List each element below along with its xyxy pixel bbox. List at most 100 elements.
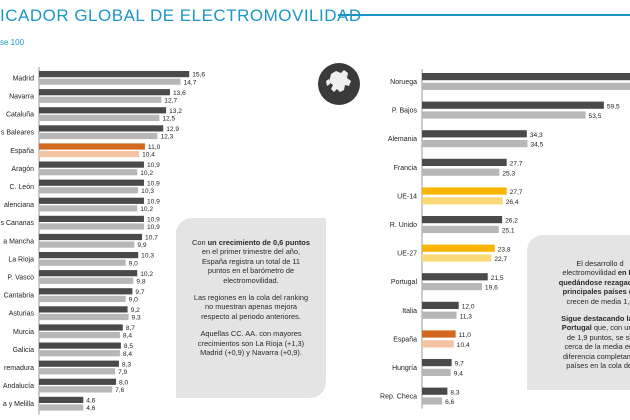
bar-previous [39,350,120,357]
bar-current [422,101,604,109]
page-subtitle: se 100 [0,38,25,47]
bar-current [39,288,133,295]
bar-current [39,396,84,403]
note-text: países en la cola del [566,361,630,371]
bar-previous [422,225,499,233]
note-text: Con [192,238,208,247]
bar-category-label: remadura [4,365,34,372]
bar-previous [39,277,134,284]
bar-value-previous: 12,3 [160,134,173,141]
bar-value-previous: 26,4 [506,199,519,206]
bar-value-previous: 9,8 [136,278,145,285]
bar-current [39,161,144,168]
bar-current [422,387,448,395]
europe-map-icon [318,63,360,105]
bar-value-previous: 9,9 [137,242,146,249]
bar-category-label: Noruega [390,79,417,86]
bar-current [422,73,630,81]
bar-value-current: 10,9 [147,217,160,224]
bar-current [39,252,139,259]
note-right-paragraph-2: Sigue destacando la ePortugal que, con u… [547,314,630,370]
bar-previous [39,151,140,158]
bar-value-current: 10,9 [147,198,160,205]
bar-value-current: 13,2 [169,108,182,115]
bar-current [422,216,503,224]
bar-previous [39,386,113,393]
bar-value-previous: 12,7 [164,97,177,104]
bar-current [39,179,144,186]
bar-previous [39,205,138,212]
bar-current [39,89,170,96]
bar-value-previous: 10,4 [142,152,155,159]
bar-previous [39,295,126,302]
bar-current [422,130,527,138]
bar-previous [422,111,586,119]
bar-current [422,273,488,281]
bar-value-current: 8,3 [450,389,459,396]
bar-current [39,324,123,331]
bar-value-previous: 19,6 [485,285,498,292]
bar-value-current: 23,8 [498,246,511,253]
bar-category-label: Galicia [13,347,35,354]
bar-category-label: P. Bajos [392,108,418,115]
bar-value-current: 27,7 [510,189,523,196]
bar-previous [422,168,500,176]
bar-current [422,359,452,367]
bar-previous [422,82,630,90]
bar-previous [39,368,116,375]
bar-value-current: 8,5 [124,343,133,350]
bar-value-previous: 9,4 [454,371,463,378]
bar-current [39,233,143,241]
bar-current [39,306,128,313]
bar-previous [422,283,482,291]
bar-category-label: Murcia [13,329,34,336]
bar-category-label: Italia [402,308,417,315]
note-highlight: principales países de [562,287,630,297]
bar-value-previous: 10,2 [140,170,153,177]
bar-value-current: 9,7 [135,289,144,296]
bar-value-previous: 10,9 [147,224,160,231]
bar-previous [422,140,528,148]
bar-value-current: 11,0 [148,144,161,151]
bar-current [39,107,167,114]
bar-category-label: alenciana [4,202,34,209]
bar-category-label: Portugal [391,279,418,286]
title-rule [338,14,630,16]
bar-category-label: a Mancha [3,238,34,245]
bar-value-current: 12,9 [166,126,179,133]
bar-category-label: a y Melilla [3,401,34,408]
bar-value-current: 11,0 [459,332,472,339]
bar-category-label: Asturias [9,311,35,318]
note-text: que, con un c [593,323,630,333]
note-text: en el primer trimestre del año, España r… [201,247,301,285]
bar-category-label: R. Unido [390,222,417,229]
bar-value-previous: 14,7 [184,79,197,86]
bar-category-label: Cantabria [4,293,34,300]
note-text: de 1,9 puntos, se sit [566,332,630,342]
bar-previous [422,254,492,262]
bar-value-previous: 25,1 [502,228,515,235]
bar-value-current: 12,0 [462,304,475,311]
bar-current [39,360,119,367]
bar-current [39,215,144,222]
page-title: ICADOR GLOBAL DE ELECTROMOVILIDAD [0,6,362,25]
note-left-paragraph-3: Aquellas CC. AA. con mayores crecimiento… [197,329,305,358]
bar-current [422,187,507,195]
bar-category-label: Alemania [388,136,417,143]
bar-current [39,143,145,150]
bar-value-previous: 9,0 [129,297,138,304]
bar-previous [39,332,120,339]
bar-value-current: 10,7 [145,235,158,242]
bar-previous [422,197,503,205]
bar-category-label: s Baleares [1,130,35,137]
bar-value-previous: 8,4 [123,333,132,340]
note-left-paragraph-2: Las regiones en la cola del ranking no m… [193,293,309,321]
bar-previous [39,187,139,194]
bar-category-label: Francia [394,165,417,172]
bar-category-label: Aragón [11,166,34,173]
bar-value-current: 8,7 [126,325,135,332]
bar-category-label: Madrid [13,75,35,82]
bar-category-label: La Rioja [8,256,34,263]
note-highlight: Sigue destacando la e [561,314,630,324]
